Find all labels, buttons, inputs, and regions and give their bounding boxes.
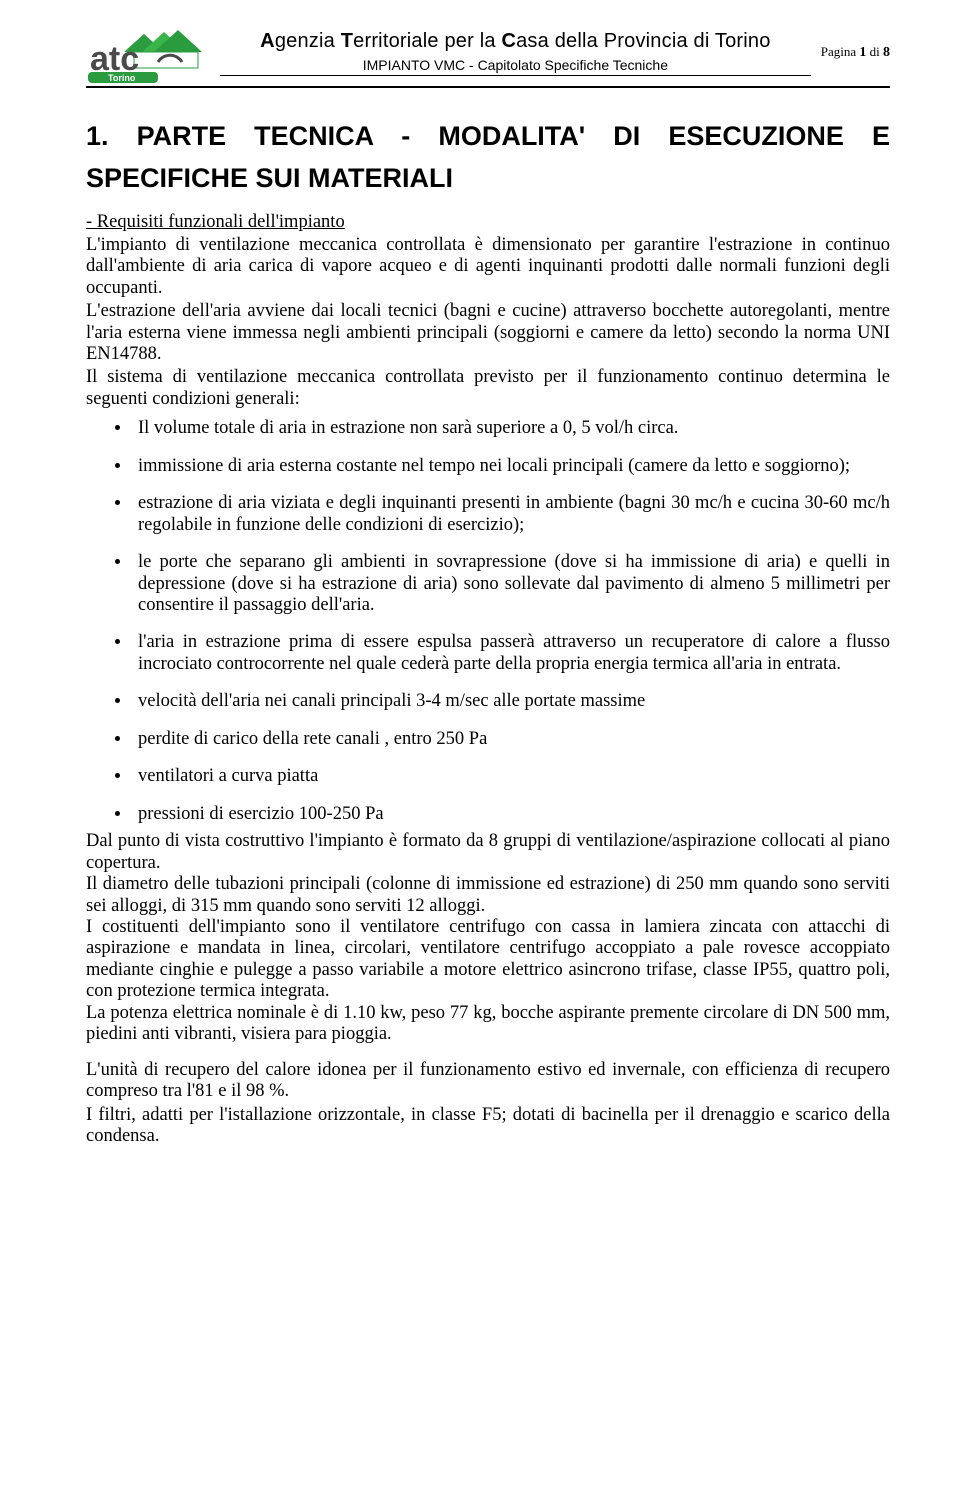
list-item: immissione di aria esterna costante nel … bbox=[132, 456, 890, 477]
list-item: estrazione di aria viziata e degli inqui… bbox=[132, 493, 890, 536]
after-para-3: I costituenti dell'impianto sono il vent… bbox=[86, 917, 890, 1003]
section-heading: 1. PARTE TECNICA - MODALITA' DI ESECUZIO… bbox=[86, 116, 890, 200]
list-item: velocità dell'aria nei canali principali… bbox=[132, 691, 890, 712]
closing-para-1: L'unità di recupero del calore idonea pe… bbox=[86, 1060, 890, 1103]
page-number: Pagina 1 di 8 bbox=[821, 28, 890, 61]
after-para-4: La potenza elettrica nominale è di 1.10 … bbox=[86, 1003, 890, 1046]
closing-para-2: I filtri, adatti per l'istallazione oriz… bbox=[86, 1105, 890, 1148]
page: atc Torino Agenzia Territoriale per la C… bbox=[0, 0, 960, 1490]
header-text-block: Agenzia Territoriale per la Casa della P… bbox=[220, 28, 811, 76]
list-item: pressioni di esercizio 100-250 Pa bbox=[132, 804, 890, 825]
after-para-1: Dal punto di vista costruttivo l'impiant… bbox=[86, 831, 890, 874]
org-title: Agenzia Territoriale per la Casa della P… bbox=[260, 30, 770, 53]
page-header: atc Torino Agenzia Territoriale per la C… bbox=[86, 28, 890, 88]
list-item: ventilatori a curva piatta bbox=[132, 766, 890, 787]
org-logo: atc Torino bbox=[86, 28, 204, 84]
doc-subtitle: IMPIANTO VMC - Capitolato Specifiche Tec… bbox=[220, 57, 811, 76]
intro-para-1: L'impianto di ventilazione meccanica con… bbox=[86, 235, 890, 299]
list-item: Il volume totale di aria in estrazione n… bbox=[132, 418, 890, 439]
svg-text:Torino: Torino bbox=[108, 73, 136, 83]
list-item: le porte che separano gli ambienti in so… bbox=[132, 552, 890, 616]
after-list-block: Dal punto di vista costruttivo l'impiant… bbox=[86, 831, 890, 1046]
after-para-2: Il diametro delle tubazioni principali (… bbox=[86, 874, 890, 917]
list-item: l'aria in estrazione prima di essere esp… bbox=[132, 632, 890, 675]
intro-para-2: L'estrazione dell'aria avviene dai local… bbox=[86, 301, 890, 365]
subsection-requisiti: - Requisiti funzionali dell'impianto bbox=[86, 212, 890, 233]
conditions-list: Il volume totale di aria in estrazione n… bbox=[86, 418, 890, 825]
list-item: perdite di carico della rete canali , en… bbox=[132, 729, 890, 750]
intro-para-3: Il sistema di ventilazione meccanica con… bbox=[86, 367, 890, 410]
